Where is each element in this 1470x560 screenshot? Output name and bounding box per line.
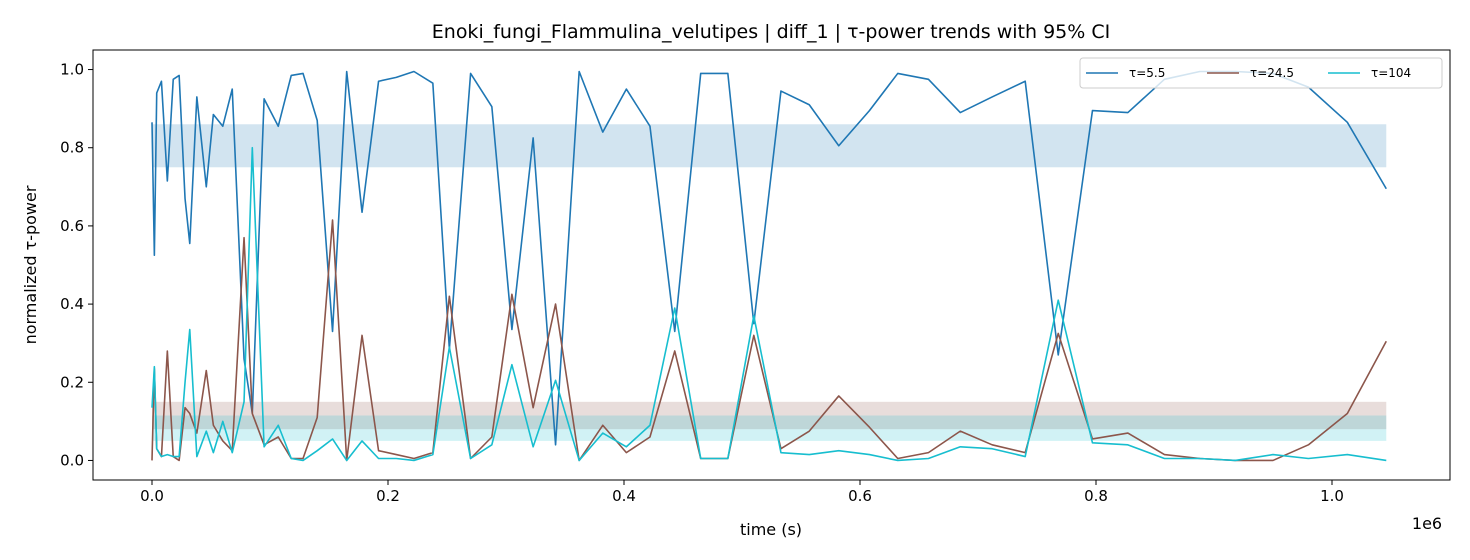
x-tick-label: 0.2 [376, 487, 400, 505]
x-tick-label: 1.0 [1320, 487, 1344, 505]
x-axis-offset-label: 1e6 [1412, 514, 1442, 533]
x-tick-label: 0.6 [848, 487, 872, 505]
ci-band-1 [152, 401, 1387, 430]
ci-band-2 [152, 415, 1387, 441]
x-axis-label: time (s) [740, 520, 802, 539]
y-tick-label: 1.0 [60, 61, 84, 79]
y-axis-ticks: 0.0 0.2 0.4 0.6 0.8 1.0 [60, 61, 93, 469]
y-tick-label: 0.0 [60, 451, 84, 469]
legend: τ=5.5 τ=24.5 τ=104 [1079, 57, 1443, 89]
y-tick-label: 0.4 [60, 295, 84, 313]
y-axis-label: normalized τ-power [21, 185, 40, 344]
ci-bands [152, 124, 1387, 441]
y-tick-label: 0.6 [60, 217, 84, 235]
series-line-0 [151, 70, 1387, 446]
x-tick-label: 0.4 [612, 487, 636, 505]
legend-box [1079, 57, 1443, 89]
x-tick-label: 0.8 [1084, 487, 1108, 505]
x-tick-label: 0.0 [140, 487, 164, 505]
y-tick-label: 0.8 [60, 139, 84, 157]
plot-area-frame [92, 49, 1451, 481]
legend-label-1: τ=24.5 [1250, 66, 1294, 80]
y-tick-label: 0.2 [60, 373, 84, 391]
series-line-1 [151, 219, 1387, 462]
legend-label-0: τ=5.5 [1129, 66, 1165, 80]
series-lines [151, 70, 1387, 462]
legend-label-2: τ=104 [1371, 66, 1411, 80]
ci-band-0 [152, 124, 1387, 168]
x-axis-ticks: 0.0 0.2 0.4 0.6 0.8 1.0 [140, 480, 1344, 505]
chart-title: Enoki_fungi_Flammulina_velutipes | diff_… [432, 21, 1110, 43]
series-line-2 [151, 146, 1387, 462]
